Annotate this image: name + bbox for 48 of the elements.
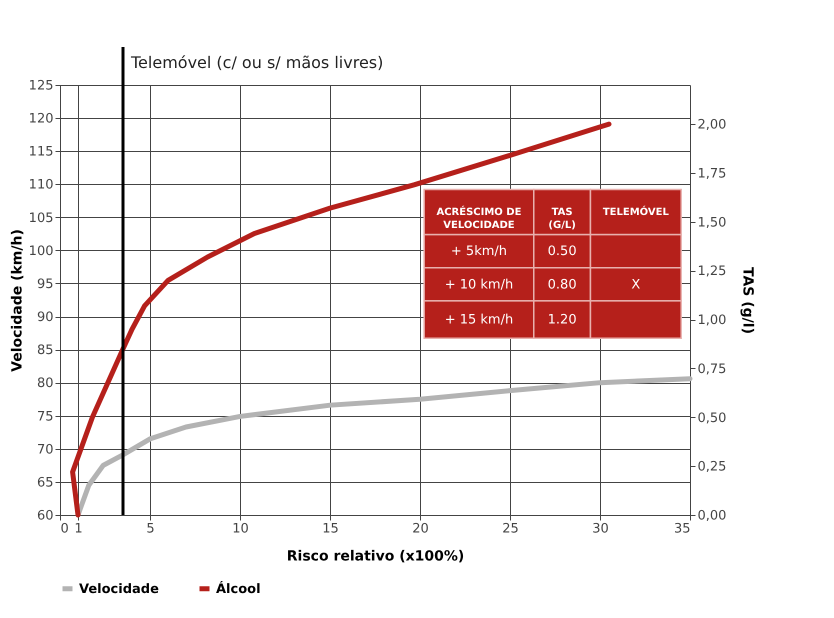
x-tick-label: 25 [502,522,519,536]
x-tick-label: 0 [60,522,69,536]
annotation: + 10 km/h [444,277,514,292]
annotation: 0.50 [548,244,577,260]
annotation: + 5km/h [450,244,508,260]
annotation: 0.80 [548,277,577,292]
y-tick-label: 65 [36,475,54,490]
y-tick-label: 90 [36,310,54,326]
y-axis-title: Velocidade (km/h) [10,229,26,372]
x-tick-label: 1 [74,522,83,536]
y-tick-label: 80 [36,376,54,392]
x-tick-label: 15 [322,522,339,536]
y2-tick-label: 1,75 [698,166,726,182]
y2-tick-label: 0,25 [698,460,726,475]
y-tick-label: 110 [28,178,54,193]
ref-line-label: Telemóvel (c/ ou s/ mãos livres) [130,53,384,72]
y-tick-label: 95 [36,276,54,292]
x-axis-title: Risco relativo (x100%) [286,548,464,564]
y-tick-label: 75 [36,409,54,424]
legend-label: Velocidade [79,582,160,597]
annotation: X [631,277,640,292]
x-tick-label: 35 [674,522,690,536]
y2-tick-label: 1,00 [698,313,726,328]
y-tick-label: 105 [28,210,54,226]
annotation: + 15 km/h [444,312,514,328]
y-tick-label: 85 [36,343,54,358]
y-tick-label: 60 [36,508,54,524]
y2-tick-label: 0,75 [698,362,726,377]
annotation: TAS (G/L) [548,207,576,232]
legend-label: Álcool [216,580,261,597]
x-tick-label: 5 [146,522,155,536]
annotation: 1.20 [548,312,577,328]
y2-tick-label: 1,50 [698,215,726,230]
y2-tick-label: 0,50 [698,410,726,426]
y-tick-label: 125 [28,78,54,94]
y-tick-label: 120 [28,112,54,127]
x-tick-label: 20 [412,522,429,536]
annotation: ACRÉSCIMO DE VELOCIDADE [436,205,522,232]
y-tick-label: 115 [28,144,54,160]
y2-tick-label: 2,00 [698,118,726,133]
y-tick-label: 100 [28,244,54,259]
x-tick-label: 10 [232,522,249,536]
y2-axis-title: TAS (g/l) [739,267,756,334]
y-tick-label: 70 [36,442,54,458]
y2-tick-label: 1,25 [698,264,726,280]
x-tick-label: 30 [592,522,609,536]
annotation: TELEMÓVEL [602,205,670,218]
y2-tick-label: 0,00 [698,508,726,524]
